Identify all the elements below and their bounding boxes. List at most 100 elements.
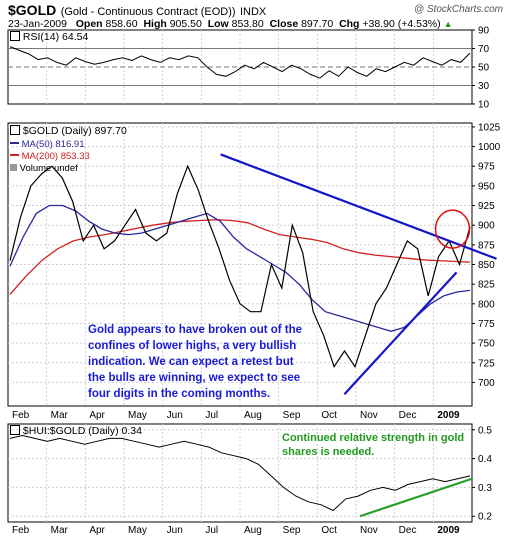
hui-panel-label: $HUI:$GOLD (Daily) 0.34 [10,425,142,437]
price-x-label-3: May [128,410,147,421]
hui-ratio-line [9,434,471,512]
price-y-tick-label-8: 825 [478,280,495,291]
low-value: 853.80 [231,18,264,30]
price-x-label-11: 2009 [437,410,460,421]
volume-swatch-icon [10,164,17,171]
hui-y-tick-label-2: 0.3 [478,483,492,494]
price-y-tick-label-12: 725 [478,358,495,369]
price-y-tick-label-6: 875 [478,240,495,251]
rsi-line [9,46,471,79]
price-x-label-8: Oct [321,410,337,421]
hui-y-tick-label-0: 0.5 [478,425,492,436]
gold-price-line [9,164,471,369]
hui-x-label-3: May [128,525,147,536]
breakout-circle [434,209,471,249]
price-x-label-6: Aug [244,410,262,421]
price-y-tick-label-9: 800 [478,299,495,310]
price-trendline-0 [220,153,497,260]
rsi-y-tick-label-2: 50 [478,63,490,74]
open-value: 858.60 [105,18,138,30]
hui-panel: 0.5 0.4 0.3 0.2 [7,423,492,523]
quote-date: 23-Jan-2009 [8,18,67,30]
symbol: $GOLD [8,2,57,18]
price-y-tick-label-7: 850 [478,260,495,271]
hui-y-tick-label-3: 0.2 [478,512,492,523]
header-title-row: $GOLD (Gold - Continuous Contract (EOD))… [8,2,266,20]
hui-x-label-0: Feb [12,525,30,536]
hui-label-icon [10,425,20,435]
open-label: Open [75,18,103,30]
price-x-label-1: Mar [51,410,69,421]
volume-legend-text: Volume undef [19,163,78,174]
price-panel: 1025 1000 975 950 925 900 875 850 825 800 775 750 72… [7,122,501,407]
hui-trendline [359,477,473,518]
instrument-name: (Gold - Continuous Contract (EOD)) [60,6,236,18]
hui-x-label-11: 2009 [437,525,460,536]
quote-row: 23-Jan-2009 Open 858.60 High 905.50 Low … [8,18,452,30]
price-x-axis: Feb Mar Apr May Jun Jul Aug Sep Oct Nov Dec 2009 [12,410,460,421]
rsi-label-text: RSI(14) 64.54 [22,31,89,43]
ma200-swatch-icon [10,154,19,156]
price-x-label-0: Feb [12,410,30,421]
hui-x-label-8: Oct [321,525,337,536]
price-x-label-5: Jul [205,410,218,421]
hui-x-label-6: Aug [244,525,262,536]
price-label-text: $GOLD (Daily) 897.70 [22,125,127,137]
chg-label: Chg [339,18,360,30]
price-x-label-9: Nov [360,410,378,421]
price-y-tick-label-3: 950 [478,181,495,192]
rsi-label-icon [10,31,20,41]
hui-x-label-5: Jul [205,525,218,536]
price-y-tick-label-13: 700 [478,378,495,389]
legend-ma200: MA(200) 853.33 [10,151,90,162]
price-x-label-7: Sep [283,410,301,421]
rsi-y-tick-label-3: 30 [478,81,490,92]
price-y-tick-label-5: 900 [478,221,495,232]
price-y-tick-label-11: 750 [478,339,495,350]
hui-x-label-1: Mar [51,525,69,536]
hui-x-label-2: Apr [89,525,105,536]
price-y-tick-label-1: 1000 [478,142,501,153]
price-trendline-1 [343,271,458,395]
price-x-label-4: Jun [167,410,183,421]
rsi-y-tick-label-4: 10 [478,100,490,111]
rsi-panel: 90 70 50 30 10 [7,26,490,111]
hui-x-label-9: Nov [360,525,378,536]
price-y-tick-label-2: 975 [478,162,495,173]
rsi-y-tick-label-0: 90 [478,26,490,37]
rsi-y-tick-label-1: 70 [478,44,490,55]
ma50-line [9,204,471,332]
hui-x-label-10: Dec [399,525,417,536]
ma50-swatch-icon [10,142,19,144]
rsi-panel-label: RSI(14) 64.54 [10,31,88,43]
ma200-line [9,219,471,295]
price-x-label-10: Dec [399,410,417,421]
ma50-legend-text: MA(50) 816.91 [21,139,85,150]
ma200-legend-text: MA(200) 853.33 [21,151,90,162]
price-label-icon [10,125,20,135]
hui-x-axis: Feb Mar Apr May Jun Jul Aug Sep Oct Nov Dec 2009 [12,525,460,536]
hui-label-text: $HUI:$GOLD (Daily) 0.34 [22,425,142,437]
hui-y-tick-label-1: 0.4 [478,454,492,465]
legend-ma50: MA(50) 816.91 [10,139,84,150]
close-label: Close [269,18,299,30]
chg-value: +38.90 (+4.53%) [362,18,441,30]
price-y-tick-label-0: 1025 [478,122,501,133]
watermark: @ StockCharts.com [413,4,503,15]
main-annotation: Gold appears to have broken out of the c… [88,324,303,400]
high-value: 905.50 [169,18,202,30]
chg-up-arrow-icon: ▲ [443,19,453,29]
close-value: 897.70 [301,18,334,30]
hui-x-label-7: Sep [283,525,301,536]
high-label: High [143,18,167,30]
hui-x-label-4: Jun [167,525,183,536]
legend-volume: Volume undef [10,163,78,174]
price-x-label-2: Apr [89,410,105,421]
price-y-tick-label-4: 925 [478,201,495,212]
low-label: Low [207,18,229,30]
price-y-tick-label-10: 775 [478,319,495,330]
secondary-annotation: Continued relative strength in gold shar… [282,432,465,458]
exchange: INDX [239,6,267,18]
price-panel-label: $GOLD (Daily) 897.70 [10,125,127,137]
